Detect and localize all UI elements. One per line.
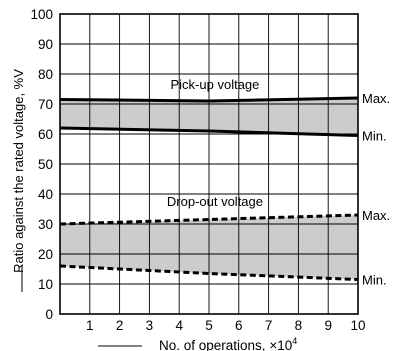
- y-tick-label: 10: [38, 277, 53, 292]
- band-label: Drop-out voltage: [167, 194, 263, 209]
- curve-end-label: Min.: [362, 129, 387, 144]
- y-tick-label: 30: [38, 217, 53, 232]
- x-tick-label: 9: [324, 318, 332, 333]
- x-tick-label: 1: [86, 318, 94, 333]
- curve-lower: [59, 126, 359, 137]
- y-tick-label: 100: [30, 7, 53, 22]
- x-tick-label: 5: [205, 318, 213, 333]
- x-axis-label-exponent: 4: [292, 336, 297, 346]
- x-tick-label: 3: [146, 318, 154, 333]
- y-tick-label: 40: [38, 187, 53, 202]
- band-label: Pick-up voltage: [171, 77, 260, 92]
- x-axis-label: No. of operations, ×104: [159, 336, 297, 351]
- curve-end-label: Min.: [362, 273, 387, 288]
- y-tick-label: 0: [45, 307, 53, 322]
- curve-upper: [59, 96, 359, 103]
- y-tick-label: 80: [38, 67, 53, 82]
- x-tick-labels: 1 2 3 4 5 6 7 8 9 10: [86, 318, 365, 333]
- x-tick-label: 10: [350, 318, 365, 333]
- y-tick-label: 70: [38, 97, 53, 112]
- x-tick-label: 8: [295, 318, 303, 333]
- grid-lines: [60, 14, 358, 314]
- series-labels: Max. Min. Pick-up voltage Max. Min. Drop-out …: [167, 77, 390, 288]
- voltage-curves: [59, 96, 359, 281]
- y-tick-label: 50: [38, 157, 53, 172]
- y-tick-label: 90: [38, 37, 53, 52]
- x-tick-label: 6: [235, 318, 243, 333]
- y-axis-label: Ratio against the rated voltage, %V: [11, 69, 26, 273]
- y-tick-label: 20: [38, 247, 53, 262]
- plot-frame: [59, 13, 359, 315]
- x-tick-label: 4: [175, 318, 183, 333]
- curve-lower: [59, 264, 359, 281]
- x-tick-label: 7: [265, 318, 273, 333]
- curve-upper: [59, 213, 359, 226]
- curve-end-label: Max.: [362, 91, 390, 106]
- curve-end-label: Max.: [362, 208, 390, 223]
- y-tick-labels: 0 10 20 30 40 50 60 70 80 90 100: [30, 7, 53, 322]
- x-tick-label: 2: [116, 318, 124, 333]
- y-tick-label: 60: [38, 127, 53, 142]
